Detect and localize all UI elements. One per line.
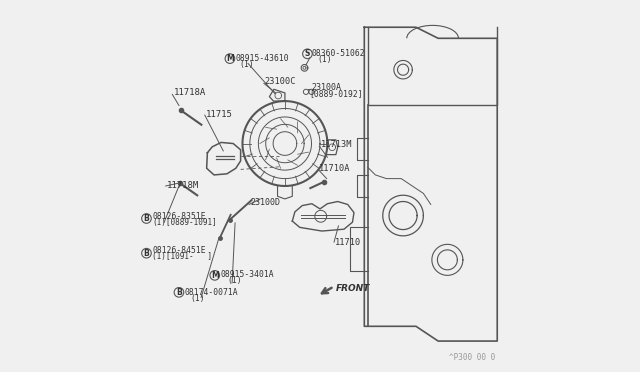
Text: (1)[0889-1091]: (1)[0889-1091]: [152, 218, 217, 227]
Text: 08915-3401A: 08915-3401A: [220, 270, 274, 279]
Text: 08126-8351E: 08126-8351E: [152, 212, 205, 221]
Text: B: B: [143, 214, 149, 223]
Text: (1): (1): [191, 294, 205, 303]
Text: 08915-43610: 08915-43610: [235, 54, 289, 63]
Text: 08126-8451E: 08126-8451E: [152, 246, 205, 255]
Text: ^P300 00 0: ^P300 00 0: [449, 353, 495, 362]
Text: (1): (1): [239, 60, 254, 70]
Text: (1): (1): [227, 276, 241, 285]
Text: (1)[1091-   ]: (1)[1091- ]: [152, 252, 212, 262]
Text: 11718A: 11718A: [173, 89, 205, 97]
Text: 23100A: 23100A: [312, 83, 342, 92]
Text: M: M: [226, 54, 234, 63]
Text: 11710: 11710: [335, 238, 361, 247]
Text: [0889-0192]: [0889-0192]: [309, 89, 362, 98]
Text: B: B: [143, 249, 149, 258]
Text: B: B: [176, 288, 182, 297]
Text: 11718M: 11718M: [167, 181, 199, 190]
Text: FRONT: FRONT: [335, 284, 370, 293]
Text: 11715: 11715: [205, 109, 232, 119]
Text: S: S: [305, 49, 310, 58]
Text: 23100D: 23100D: [251, 198, 280, 207]
Text: 23100C: 23100C: [264, 77, 296, 86]
Text: (1): (1): [317, 55, 332, 64]
Text: M: M: [211, 271, 219, 280]
Text: 08360-51062: 08360-51062: [312, 49, 365, 58]
Text: 11713M: 11713M: [321, 140, 352, 149]
Text: 11710A: 11710A: [319, 164, 351, 173]
Text: 08174-0071A: 08174-0071A: [184, 288, 237, 297]
